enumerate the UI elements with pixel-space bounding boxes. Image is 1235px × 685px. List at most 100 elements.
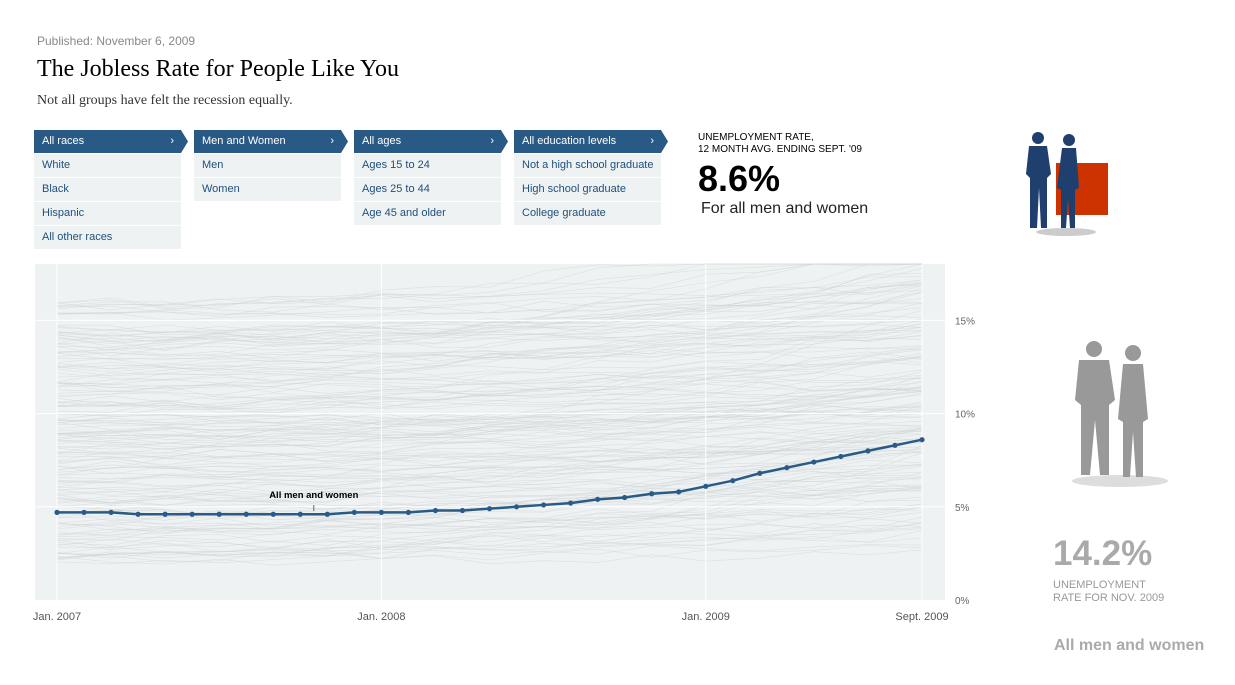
filter-selected[interactable]: All education levels › [514, 130, 668, 153]
highest-rate-value: 14.2% [1053, 534, 1153, 573]
filter-option[interactable]: Hispanic [34, 202, 181, 225]
other-group-line [56, 276, 923, 321]
y-tick-label: 15% [955, 316, 975, 327]
other-group-line [56, 391, 923, 450]
other-group-line [56, 544, 923, 559]
rate-label-line1: UNEMPLOYMENT RATE, [698, 132, 814, 143]
filter-option[interactable]: Black [34, 178, 181, 201]
other-group-line [56, 549, 923, 566]
other-group-line [56, 506, 923, 530]
data-point [162, 511, 168, 517]
other-group-line [56, 369, 923, 384]
filter-option[interactable]: Ages 15 to 24 [354, 154, 501, 177]
other-group-line [56, 401, 923, 459]
data-point [189, 511, 195, 517]
other-group-line [56, 263, 922, 344]
filter-option[interactable]: Not a high school graduate [514, 154, 661, 177]
rate-description: For all men and women [701, 200, 869, 217]
filter-selected[interactable]: All races › [34, 130, 188, 153]
highest-label-line1: UNEMPLOYMENT [1053, 579, 1146, 591]
other-group-line [56, 424, 923, 440]
other-group-line [56, 282, 923, 388]
other-group-line [56, 527, 923, 558]
chevron-right-icon: › [490, 135, 494, 147]
highest-group-figure-icon [1072, 341, 1168, 487]
data-point [919, 437, 925, 443]
filter-option[interactable]: Age 45 and older [354, 202, 501, 225]
data-point [81, 509, 87, 515]
other-group-line [56, 387, 923, 413]
filter-option[interactable]: White [34, 154, 181, 177]
other-group-line [57, 528, 923, 553]
filter-selected-label: All ages [362, 135, 402, 147]
x-tick-label: Sept. 2009 [895, 611, 948, 623]
other-group-line [56, 530, 923, 559]
other-group-line [56, 302, 923, 378]
other-group-line [56, 404, 923, 505]
other-group-line [56, 428, 923, 487]
other-group-line [56, 323, 923, 418]
data-point [432, 507, 439, 514]
data-point [703, 483, 709, 489]
other-group-line [56, 263, 923, 310]
x-tick-label: Jan. 2008 [357, 611, 405, 623]
filter-selected[interactable]: Men and Women › [194, 130, 348, 153]
data-point [865, 448, 871, 454]
other-group-line [56, 420, 923, 437]
data-point [540, 502, 547, 508]
other-group-line [56, 263, 923, 373]
data-point [324, 511, 330, 517]
data-point [567, 500, 574, 506]
other-group-line [56, 301, 923, 313]
other-group-line [56, 356, 923, 398]
other-group-line [56, 263, 922, 307]
data-point [676, 489, 682, 495]
data-point [297, 511, 303, 517]
data-point [486, 506, 493, 512]
other-group-line [56, 489, 923, 503]
filter-option[interactable]: All other races [34, 226, 181, 249]
other-group-line [56, 285, 923, 387]
other-group-line [56, 479, 923, 493]
other-group-line [56, 446, 923, 465]
data-point [513, 504, 520, 510]
other-group-line [56, 436, 923, 451]
page-subtitle: Not all groups have felt the recession e… [37, 93, 293, 108]
other-group-line [56, 475, 923, 489]
data-point [378, 509, 384, 515]
other-group-line [56, 298, 923, 338]
filter-option[interactable]: Ages 25 to 44 [354, 178, 501, 201]
filter-option[interactable]: Women [194, 178, 341, 201]
other-group-line [56, 485, 923, 516]
other-group-line [56, 330, 923, 368]
data-point [784, 465, 790, 471]
other-group-line [56, 516, 923, 549]
other-group-line [56, 350, 923, 361]
other-group-line [56, 385, 923, 434]
filter-option[interactable]: Men [194, 154, 341, 177]
other-group-line [56, 345, 923, 360]
rate-label-line2: 12 MONTH AVG. ENDING SEPT. '09 [698, 144, 862, 155]
other-group-line [56, 477, 923, 515]
other-group-line [56, 380, 923, 393]
other-group-line [56, 280, 923, 318]
other-group-line [56, 309, 923, 455]
filter-option[interactable]: College graduate [514, 202, 661, 225]
other-group-line [56, 470, 923, 485]
rate-value: 8.6% [698, 158, 781, 199]
page-title: The Jobless Rate for People Like You [37, 56, 399, 82]
y-tick-label: 5% [955, 503, 970, 514]
other-group-line [56, 357, 923, 390]
data-point [351, 509, 357, 515]
other-group-line [56, 330, 923, 353]
y-tick-label: 10% [955, 410, 975, 421]
filter-selected[interactable]: All ages › [354, 130, 508, 153]
data-point [730, 478, 736, 484]
filter-option[interactable]: High school graduate [514, 178, 661, 201]
data-point [622, 494, 628, 501]
other-group-line [56, 429, 923, 496]
other-group-line [56, 427, 923, 478]
other-group-line [56, 376, 923, 389]
data-point [243, 511, 249, 517]
other-group-line [56, 386, 923, 442]
